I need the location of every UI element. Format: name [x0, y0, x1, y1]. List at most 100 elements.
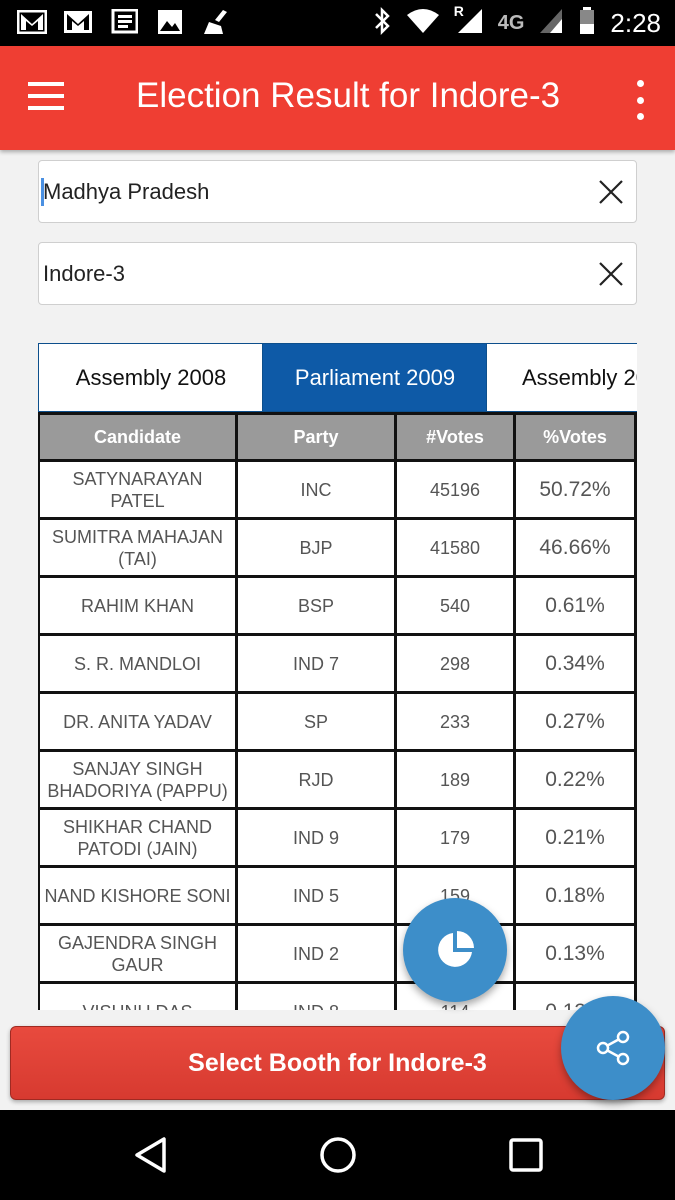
share-icon [596, 1030, 630, 1066]
back-button[interactable] [132, 1135, 172, 1175]
wifi-icon [406, 7, 440, 40]
bluetooth-icon [372, 6, 392, 41]
recents-icon [509, 1138, 543, 1172]
candidate-name: SANJAY SINGH BHADORIYA (PAPPU) [40, 752, 235, 807]
close-icon [599, 262, 623, 286]
table-row: VISHNU DAS IND 8 114 0.13% [40, 984, 634, 1010]
vote-count: 233 [397, 694, 513, 749]
gmail-icon [62, 8, 94, 36]
hamburger-line [28, 94, 64, 98]
table-header-row: Candidate Party #Votes %Votes [40, 415, 634, 459]
vote-percent: 46.66% [516, 520, 634, 575]
clear-state-button[interactable] [598, 179, 624, 205]
party-name: IND 5 [238, 868, 394, 923]
roaming-label: R [453, 2, 464, 19]
table-row: SANJAY SINGH BHADORIYA (PAPPU) RJD 189 0… [40, 752, 634, 807]
vote-percent: 0.21% [516, 810, 634, 865]
party-name: IND 7 [238, 636, 394, 691]
state-field [38, 160, 637, 223]
candidate-name: RAHIM KHAN [40, 578, 235, 633]
vote-count: 298 [397, 636, 513, 691]
select-booth-button[interactable]: Select Booth for Indore-3 [10, 1026, 665, 1100]
vote-count: 41580 [397, 520, 513, 575]
overflow-menu-button[interactable] [631, 80, 649, 120]
table-row: SATYNARAYAN PATEL INC 45196 50.72% [40, 462, 634, 517]
vote-percent: 50.72% [516, 462, 634, 517]
vote-count: 189 [397, 752, 513, 807]
header-votes: #Votes [397, 415, 513, 459]
candidate-name: VISHNU DAS [40, 984, 235, 1010]
vote-percent: 0.18% [516, 868, 634, 923]
clear-constituency-button[interactable] [598, 261, 624, 287]
party-name: RJD [238, 752, 394, 807]
table-row: RAHIM KHAN BSP 540 0.61% [40, 578, 634, 633]
signal-icon: R [454, 3, 484, 40]
battery-icon [578, 6, 596, 41]
vote-percent: 0.34% [516, 636, 634, 691]
tab-assembly-2013[interactable]: Assembly 2013 [486, 343, 637, 412]
share-fab-button[interactable] [561, 996, 665, 1100]
candidate-name: SUMITRA MAHAJAN (TAI) [40, 520, 235, 575]
party-name: BJP [238, 520, 394, 575]
network-type: 4G [497, 11, 525, 34]
results-table: Candidate Party #Votes %Votes SATYNARAYA… [38, 412, 637, 1010]
header-party: Party [238, 415, 394, 459]
signal-icon [538, 7, 564, 40]
party-name: BSP [238, 578, 394, 633]
constituency-input[interactable] [41, 243, 581, 304]
party-name: IND 9 [238, 810, 394, 865]
table-row: SUMITRA MAHAJAN (TAI) BJP 41580 46.66% [40, 520, 634, 575]
cleaner-icon [200, 8, 232, 36]
candidate-name: S. R. MANDLOI [40, 636, 235, 691]
more-dot [636, 96, 644, 104]
candidate-name: NAND KISHORE SONI [40, 868, 235, 923]
tab-assembly-2008[interactable]: Assembly 2008 [38, 343, 264, 412]
tab-parliament-2009[interactable]: Parliament 2009 [262, 343, 488, 412]
party-name: IND 2 [238, 926, 394, 981]
candidate-name: SATYNARAYAN PATEL [40, 462, 235, 517]
pie-chart-icon [438, 931, 474, 967]
constituency-field [38, 242, 637, 305]
system-icons: R 4G 2:28 [372, 3, 661, 41]
home-icon [320, 1137, 356, 1173]
party-name: IND 8 [238, 984, 394, 1010]
menu-button[interactable] [28, 82, 74, 116]
more-vert-icon [636, 80, 644, 87]
clock: 2:28 [610, 7, 661, 38]
party-name: INC [238, 462, 394, 517]
recents-button[interactable] [506, 1135, 546, 1175]
vote-count: 45196 [397, 462, 513, 517]
table-row: SHIKHAR CHAND PATODI (JAIN) IND 9 179 0.… [40, 810, 634, 865]
page-title: Election Result for Indore-3 [136, 76, 561, 115]
vote-percent: 0.13% [516, 926, 634, 981]
gallery-icon [154, 8, 186, 36]
notification-icons [16, 8, 232, 36]
back-icon [135, 1137, 166, 1173]
candidate-name: SHIKHAR CHAND PATODI (JAIN) [40, 810, 235, 865]
header-percent-votes: %Votes [516, 415, 634, 459]
table-row: GAJENDRA SINGH GAUR IND 2 0.13% [40, 926, 634, 981]
results-table-container[interactable]: Candidate Party #Votes %Votes SATYNARAYA… [38, 412, 637, 1010]
hamburger-icon [28, 82, 64, 86]
news-icon [108, 8, 140, 36]
more-dot [636, 113, 644, 120]
vote-percent: 0.61% [516, 578, 634, 633]
party-name: SP [238, 694, 394, 749]
close-icon [599, 180, 623, 204]
system-nav-bar [0, 1110, 675, 1200]
vote-count: 540 [397, 578, 513, 633]
text-caret [41, 178, 44, 206]
vote-count: 179 [397, 810, 513, 865]
hamburger-line [28, 106, 64, 110]
header-candidate: Candidate [40, 415, 235, 459]
state-input[interactable] [41, 161, 581, 222]
table-row: DR. ANITA YADAV SP 233 0.27% [40, 694, 634, 749]
chart-fab-button[interactable] [403, 898, 507, 1002]
gmail-icon [16, 8, 48, 36]
vote-percent: 0.27% [516, 694, 634, 749]
table-row: NAND KISHORE SONI IND 5 159 0.18% [40, 868, 634, 923]
home-button[interactable] [318, 1135, 358, 1175]
app-bar: Election Result for Indore-3 [0, 46, 675, 150]
vote-percent: 0.22% [516, 752, 634, 807]
candidate-name: GAJENDRA SINGH GAUR [40, 926, 235, 981]
